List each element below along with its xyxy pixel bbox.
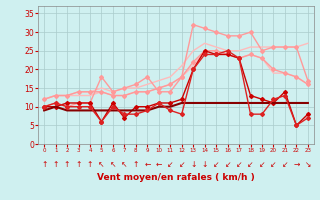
Text: ←: ← [156, 160, 162, 169]
Text: ↙: ↙ [270, 160, 277, 169]
Text: ←: ← [144, 160, 150, 169]
Text: ↓: ↓ [190, 160, 196, 169]
Text: ↙: ↙ [213, 160, 219, 169]
Text: ↑: ↑ [52, 160, 59, 169]
Text: ↙: ↙ [259, 160, 265, 169]
Text: ↖: ↖ [110, 160, 116, 169]
Text: ↙: ↙ [167, 160, 173, 169]
Text: →: → [293, 160, 300, 169]
Text: ↖: ↖ [98, 160, 105, 169]
Text: ↙: ↙ [236, 160, 242, 169]
Text: ↙: ↙ [247, 160, 254, 169]
Text: ↙: ↙ [224, 160, 231, 169]
Text: ↙: ↙ [179, 160, 185, 169]
Text: ↘: ↘ [305, 160, 311, 169]
Text: ↙: ↙ [282, 160, 288, 169]
Text: ↑: ↑ [75, 160, 82, 169]
Text: ↖: ↖ [121, 160, 128, 169]
Text: ↓: ↓ [202, 160, 208, 169]
Text: ↑: ↑ [41, 160, 47, 169]
X-axis label: Vent moyen/en rafales ( km/h ): Vent moyen/en rafales ( km/h ) [97, 173, 255, 182]
Text: ↑: ↑ [87, 160, 93, 169]
Text: ↑: ↑ [133, 160, 139, 169]
Text: ↑: ↑ [64, 160, 70, 169]
